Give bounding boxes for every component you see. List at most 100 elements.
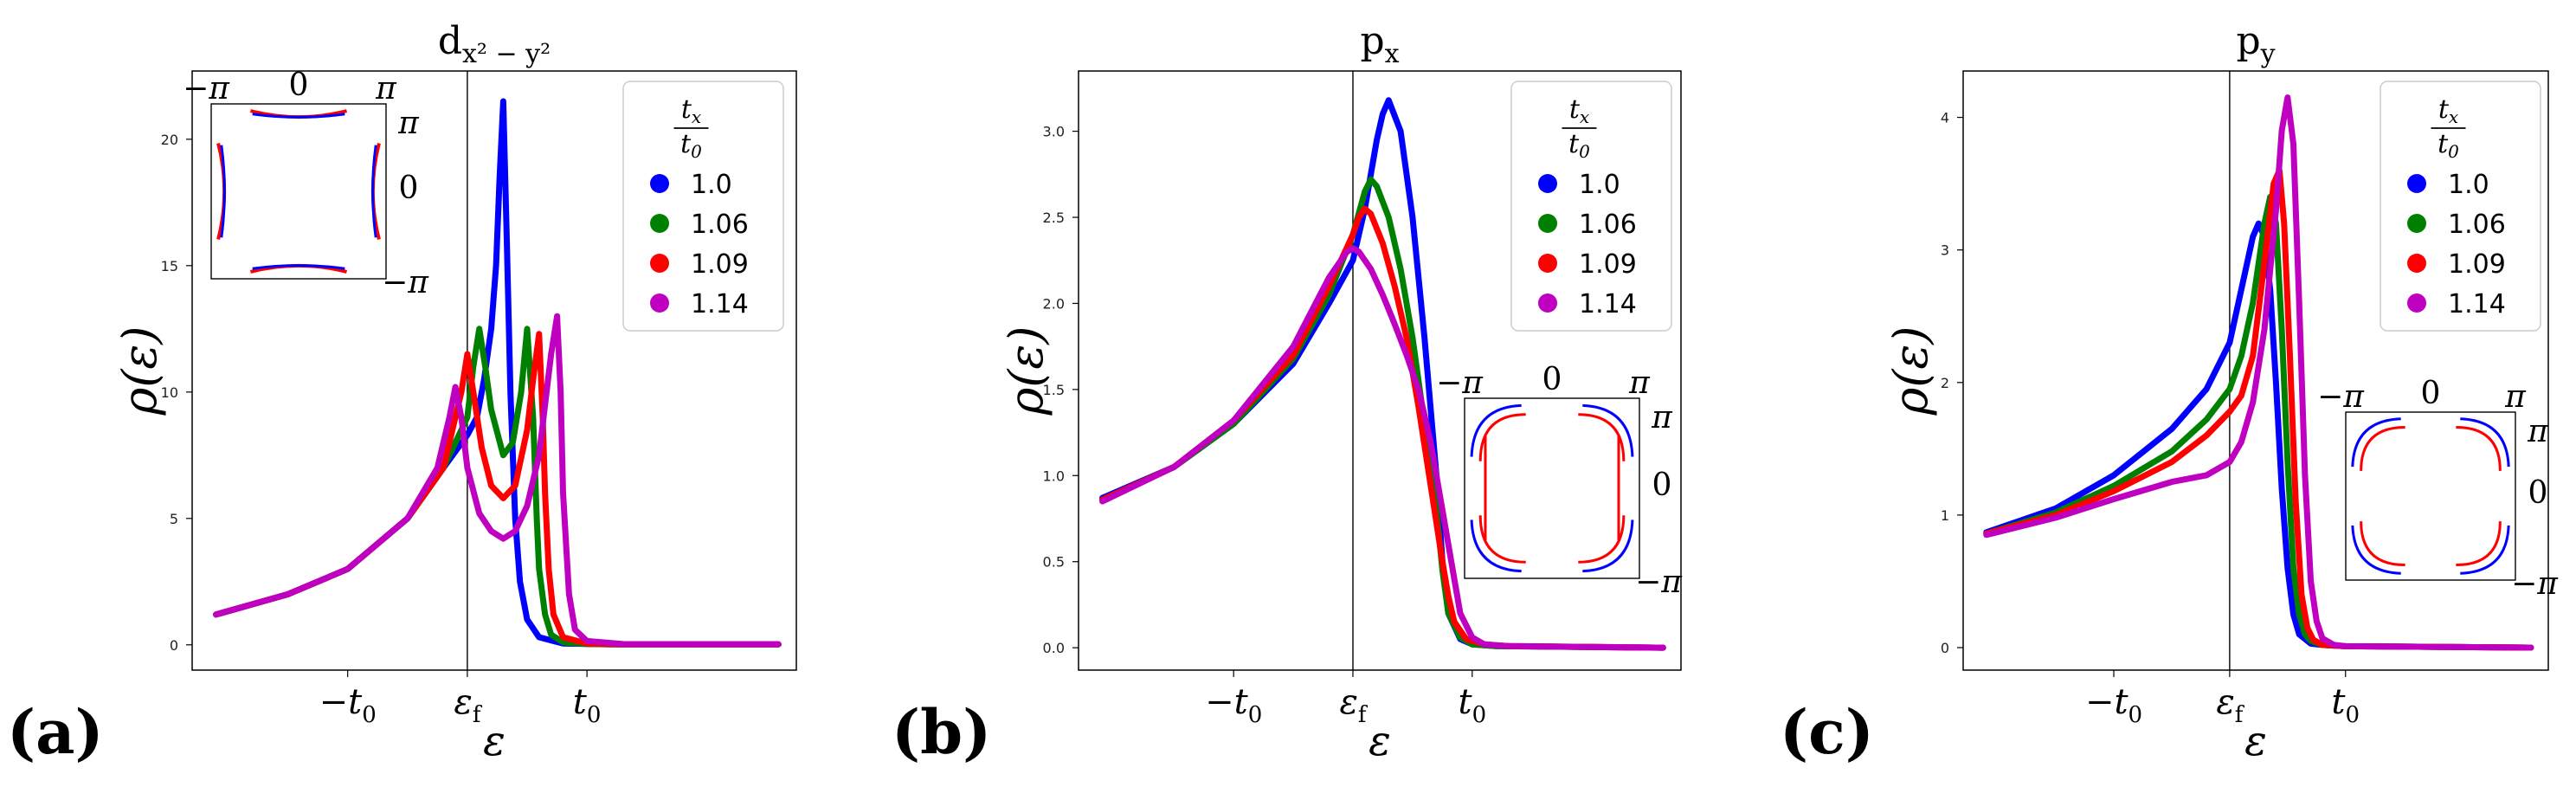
x-tick-label-main: ε <box>2216 682 2234 722</box>
plot-frame <box>1078 70 1682 671</box>
inset-label-right-bottom: −π <box>1635 564 1683 600</box>
x-tick-label-sub: 0 <box>1248 702 1263 728</box>
inset-arc-blue <box>2460 525 2510 575</box>
legend-marker-1-14 <box>650 294 669 313</box>
legend-title-numerator: tx <box>1569 94 1589 127</box>
inset-arc-blue <box>1470 519 1522 573</box>
chart-title-sub: x <box>1385 39 1400 69</box>
chart-title: px <box>1360 19 1399 69</box>
legend-label: 1.0 <box>2448 170 2489 200</box>
series-line-1-09 <box>213 331 782 648</box>
y-axis-label: ρ(ε) <box>113 326 167 416</box>
y-tick-label: 3 <box>1941 242 1949 259</box>
plot-frame <box>191 70 797 671</box>
legend-title-den-sub: 0 <box>691 141 702 162</box>
legend-marker-1-09 <box>1538 254 1557 273</box>
inset-arc-red <box>1478 515 1526 564</box>
legend-marker-1-0 <box>2407 174 2426 193</box>
legend-marker-1-09 <box>2407 254 2426 273</box>
legend-label: 1.09 <box>1579 249 1637 280</box>
fermi-surface-inset: −π 0 ππ 0 −π <box>2317 376 2559 602</box>
inset-arc-blue <box>220 145 226 238</box>
inset-label-top-right: π <box>2504 379 2527 415</box>
panel-label: (b) <box>892 696 991 768</box>
y-axis-label: ρ(ε) <box>999 326 1053 416</box>
x-tick-label-sub: 0 <box>362 702 377 728</box>
x-tick-label-main: t <box>2331 682 2346 722</box>
inset-frame <box>1464 397 1640 579</box>
legend-marker-1-0 <box>650 174 669 193</box>
inset-label-right-top: π <box>2527 414 2549 449</box>
x-tick-label: εf <box>454 682 482 728</box>
plot-frame <box>1962 70 2549 671</box>
legend-marker-1-09 <box>650 254 669 273</box>
inset-label-top-left: −π <box>183 71 230 106</box>
x-axis-label: ε <box>483 717 506 765</box>
x-tick-label: −t0 <box>1205 682 1262 728</box>
legend-title-num-main: t <box>1569 94 1581 125</box>
legend-label: 1.09 <box>2448 249 2506 280</box>
x-tick-label-sub: f <box>473 702 483 728</box>
y-tick-label: 1 <box>1941 507 1949 524</box>
y-tick-label: 10 <box>161 384 178 401</box>
chart-panel-2: 0.00.51.01.52.02.53.0−t0 εf t0ερ(ε)px(b)tx… <box>892 19 1683 768</box>
y-tick-label: 4 <box>1941 110 1949 126</box>
inset-arc-red <box>1578 515 1626 564</box>
x-axis-label: ε <box>1368 717 1391 765</box>
inset-label-right-bottom: −π <box>2511 566 2559 602</box>
inset-label-right-mid: 0 <box>1652 468 1672 503</box>
series-line-1-14 <box>1099 245 1666 651</box>
y-tick-label: 3.0 <box>1043 124 1065 140</box>
inset-label-top-mid: 0 <box>2421 376 2441 411</box>
inset-arc-blue <box>1582 403 1634 457</box>
series-line-1-14 <box>213 313 782 648</box>
inset-frame <box>210 103 387 280</box>
legend-title-num-sub: x <box>692 106 701 127</box>
chart-title-sub: y <box>2260 39 2276 69</box>
legend-title-num-sub: x <box>2449 106 2458 127</box>
inset-arc-blue <box>2460 417 2510 468</box>
y-tick-label: 15 <box>161 258 178 274</box>
inset-arc-blue <box>2351 525 2401 575</box>
fermi-surface-inset: −π 0 ππ 0 −π <box>183 68 429 300</box>
legend-title-numerator: tx <box>681 94 701 127</box>
legend-title-num-main: t <box>681 94 692 125</box>
legend-title-den-sub: 0 <box>2448 141 2459 162</box>
x-tick-label-main: −t <box>319 682 364 722</box>
legend-label: 1.06 <box>691 210 749 240</box>
inset-label-top-left: −π <box>1436 365 1484 401</box>
legend-label: 1.14 <box>2448 289 2506 319</box>
chart-title-main: d <box>438 19 462 63</box>
x-tick-label-sub: 0 <box>587 702 602 728</box>
legend-title-num-sub: x <box>1580 106 1589 127</box>
inset-arc-blue <box>252 264 345 270</box>
inset-arc-red <box>2456 425 2502 471</box>
legend-marker-1-0 <box>1538 174 1557 193</box>
x-tick-label: t0 <box>1458 682 1486 728</box>
chart-title-main: p <box>1360 19 1384 63</box>
x-tick-label-sub: 0 <box>2346 702 2360 728</box>
chart-title-main: p <box>2236 19 2260 63</box>
inset-label-right-mid: 0 <box>2528 475 2548 511</box>
y-tick-label: 2 <box>1941 375 1949 391</box>
x-tick-label-main: ε <box>454 682 472 722</box>
x-tick-label-sub: f <box>1358 702 1368 728</box>
legend-label: 1.14 <box>1579 289 1637 319</box>
inset-label-top-mid: 0 <box>289 68 309 103</box>
inset-arc-blue <box>2351 417 2401 468</box>
legend-title-denominator: t0 <box>680 129 702 162</box>
inset-label-top-mid: 0 <box>1542 362 1562 397</box>
x-tick-label-main: −t <box>2085 682 2129 722</box>
legend-title-den-main: t <box>680 129 692 159</box>
x-tick-label: εf <box>2216 682 2244 728</box>
legend-title-denominator: t0 <box>2438 129 2459 162</box>
legend-marker-1-06 <box>1538 214 1557 233</box>
y-axis-label: ρ(ε) <box>1884 326 1938 416</box>
inset-frame <box>2345 411 2516 581</box>
inset-arc-red <box>2360 425 2405 471</box>
x-tick-label: −t0 <box>319 682 377 728</box>
y-tick-label: 0 <box>1941 640 1949 656</box>
x-tick-label: −t0 <box>2085 682 2142 728</box>
